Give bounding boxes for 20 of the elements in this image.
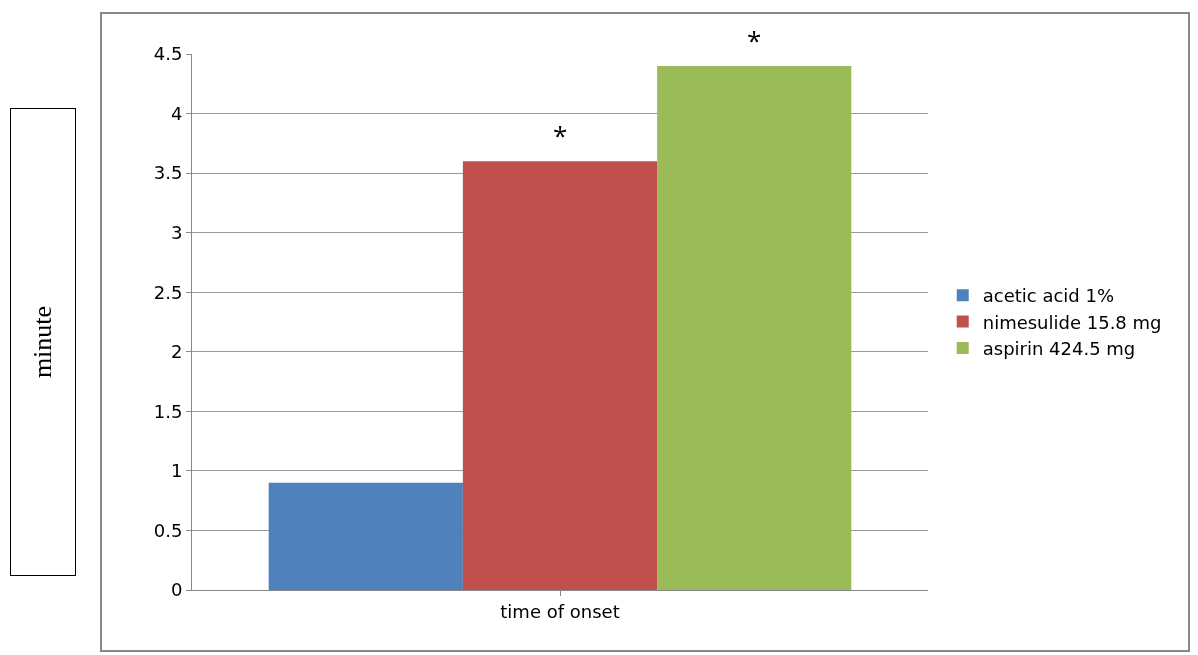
y-tick-label: 2 [170,341,183,363]
y-axis-title: minute [28,305,58,379]
y-tick-label: 2.5 [153,281,183,303]
y-tick-label: 0 [170,579,183,601]
annotation: * [553,117,568,153]
bar [268,482,463,590]
y-tick-label: 4 [170,102,183,124]
bar [657,65,852,590]
legend-label: nimesulide 15.8 mg [982,311,1162,333]
annotation: * [747,22,762,58]
y-tick-label: 4.5 [153,43,183,65]
y-tick-label: 3 [170,221,183,243]
legend-label: aspirin 424.5 mg [982,338,1136,360]
x-tick-label: time of onset [500,600,620,622]
y-tick-label: 0.5 [153,519,183,541]
y-tick-label: 1.5 [153,400,183,422]
y-tick-label: 3.5 [153,162,183,184]
y-tick-label: 1 [170,460,183,482]
bar [462,161,658,590]
legend-label: acetic acid 1% [982,285,1115,307]
